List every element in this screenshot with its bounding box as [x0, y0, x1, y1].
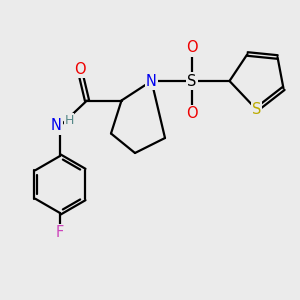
- Text: H: H: [64, 114, 74, 127]
- Text: S: S: [187, 74, 197, 88]
- Text: O: O: [74, 61, 85, 76]
- Text: N: N: [51, 118, 62, 134]
- Text: F: F: [56, 225, 64, 240]
- Text: O: O: [186, 40, 198, 56]
- Text: N: N: [146, 74, 157, 88]
- Text: O: O: [186, 106, 198, 122]
- Text: S: S: [252, 102, 261, 117]
